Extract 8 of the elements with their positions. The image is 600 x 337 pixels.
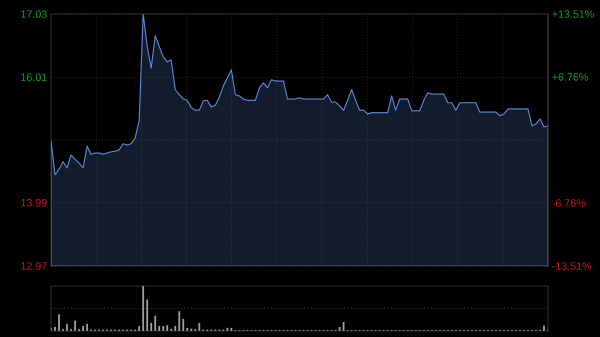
y2-tick-label: +13.51% [552, 10, 594, 18]
y-tick-label: 12.97 [21, 262, 47, 270]
y2-tick-label: -13.51% [552, 262, 592, 270]
y-tick-label: 17.03 [21, 10, 47, 18]
y2-tick-label: +6.76% [552, 73, 588, 81]
y2-tick-label: -6.76% [552, 199, 586, 207]
y-tick-label: 16.01 [21, 74, 47, 82]
y-tick-label: 13.99 [21, 198, 47, 206]
